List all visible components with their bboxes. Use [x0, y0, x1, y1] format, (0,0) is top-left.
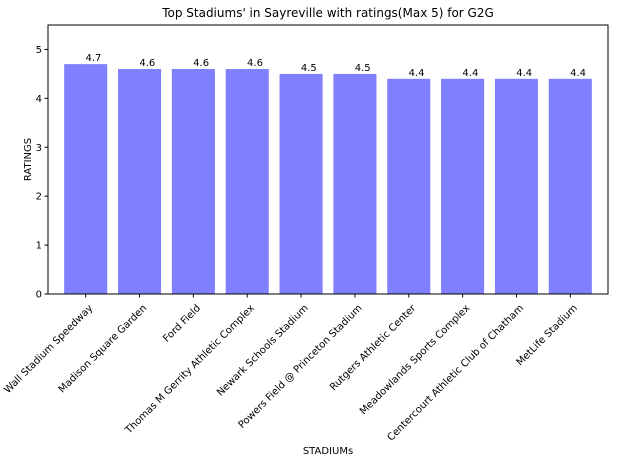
bar-3 — [171, 69, 215, 294]
data-label-2: 4.6 — [139, 58, 155, 69]
data-label-4: 4.6 — [247, 58, 263, 69]
bar-4 — [225, 69, 269, 294]
x-tick-label-10: MetLife Stadium — [515, 303, 580, 368]
bar-10 — [548, 78, 592, 294]
y-tick-label-0: 0 — [36, 290, 42, 301]
chart-title: Top Stadiums' in Sayreville with ratings… — [161, 6, 494, 20]
x-tick-label-3: Ford Field — [161, 303, 203, 345]
bar-1 — [64, 64, 108, 294]
bar-6 — [333, 73, 377, 294]
data-label-3: 4.6 — [193, 58, 209, 69]
x-tick-label-7: Rutgers Athletic Center — [328, 302, 419, 393]
data-label-6: 4.5 — [355, 63, 371, 74]
bars-group — [64, 64, 592, 294]
y-tick-label-1: 1 — [36, 241, 42, 252]
plot-frame — [47, 24, 609, 295]
data-label-5: 4.5 — [301, 63, 317, 74]
data-label-10: 4.4 — [570, 68, 586, 79]
x-tick-label-1: Wall Stadium Speedway — [2, 303, 95, 396]
bar-5 — [279, 73, 323, 294]
data-label-9: 4.4 — [516, 68, 532, 79]
bar-2 — [118, 69, 162, 294]
y-axis-ticks: 0 1 2 3 4 5 — [36, 45, 48, 301]
y-axis-label: RATINGS — [23, 138, 34, 181]
y-tick-label-2: 2 — [36, 192, 42, 203]
data-label-7: 4.4 — [409, 68, 425, 79]
x-axis-label: STADIUMs — [303, 446, 353, 457]
data-label-8: 4.4 — [462, 68, 478, 79]
y-tick-label-5: 5 — [36, 45, 42, 56]
x-tick-label-5: Newark Schools Stadium — [215, 303, 311, 399]
bar-7 — [387, 78, 431, 294]
y-tick-label-4: 4 — [36, 94, 42, 105]
y-tick-label-3: 3 — [36, 143, 42, 154]
bar-9 — [494, 78, 538, 294]
bar-8 — [441, 78, 485, 294]
data-label-1: 4.7 — [85, 53, 101, 64]
x-tick-label-2: Madison Square Garden — [57, 303, 149, 395]
x-tick-label-8: Meadowlands Sports Complex — [358, 303, 472, 417]
data-labels-group: 4.7 4.6 4.6 4.6 4.5 4.5 4.4 4.4 4.4 4.4 — [85, 53, 586, 79]
